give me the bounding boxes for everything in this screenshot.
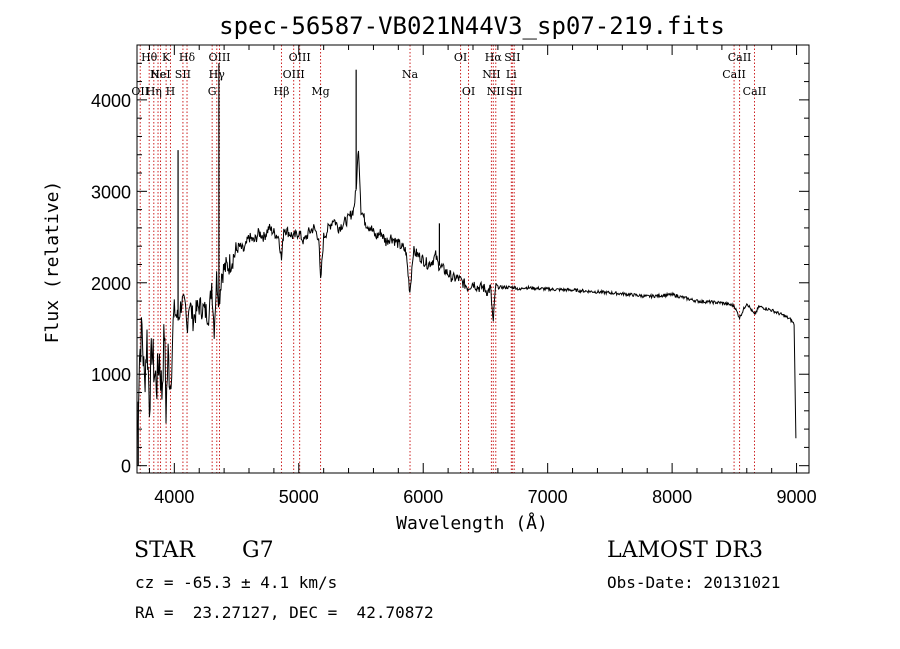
line-label: HeI bbox=[150, 68, 170, 81]
line-label: Hγ bbox=[209, 68, 226, 81]
chart-title: spec-56587-VB021N44V3_sp07-219.fits bbox=[219, 12, 725, 40]
y-axis: 0 1000 2000 3000 4000 bbox=[91, 62, 809, 477]
line-label: G bbox=[208, 85, 217, 98]
line-label: Na bbox=[402, 68, 419, 81]
line-label: OIII bbox=[208, 51, 230, 64]
spectrum-group bbox=[136, 63, 797, 466]
line-label: SII bbox=[506, 85, 522, 98]
x-tick-label: 4000 bbox=[154, 487, 194, 507]
line-label: OIII bbox=[283, 68, 305, 81]
line-label: Ne bbox=[150, 68, 166, 81]
line-label: Li bbox=[506, 68, 517, 81]
line-label: SII bbox=[504, 51, 520, 64]
redshift-cz: cz = -65.3 ± 4.1 km/s bbox=[135, 573, 338, 592]
line-markers bbox=[139, 45, 755, 473]
x-tick-label: 8000 bbox=[652, 487, 692, 507]
y-tick-label: 0 bbox=[121, 457, 131, 477]
line-label: SII bbox=[175, 68, 191, 81]
y-tick-label: 3000 bbox=[91, 182, 131, 202]
observation-date: Obs-Date: 20131021 bbox=[607, 573, 781, 592]
y-tick-label: 4000 bbox=[91, 91, 131, 111]
survey-name: LAMOST DR3 bbox=[607, 538, 763, 563]
x-axis-label: Wavelength (Å) bbox=[396, 512, 548, 534]
line-label: NII bbox=[482, 68, 500, 81]
line-label: K bbox=[162, 51, 171, 64]
x-tick-label: 5000 bbox=[279, 487, 319, 507]
object-class: STAR bbox=[134, 538, 195, 563]
spectrum-line bbox=[136, 150, 797, 448]
line-label: OIII bbox=[289, 51, 311, 64]
line-label: Hθ bbox=[141, 51, 158, 64]
line-label: H bbox=[166, 85, 176, 98]
coordinates: RA = 23.27127, DEC = 42.70872 bbox=[135, 603, 434, 622]
line-label: OII bbox=[131, 85, 149, 98]
x-axis: 4000 5000 6000 7000 8000 9000 bbox=[148, 45, 817, 507]
line-label: OI bbox=[462, 85, 475, 98]
line-label: CaII bbox=[722, 68, 746, 81]
x-tick-label: 7000 bbox=[528, 487, 568, 507]
line-label: CaII bbox=[728, 51, 752, 64]
x-tick-label: 6000 bbox=[403, 487, 443, 507]
line-label: Hβ bbox=[274, 85, 290, 98]
line-label: CaII bbox=[743, 85, 767, 98]
y-axis-label: Flux (relative) bbox=[42, 181, 63, 344]
line-label: Hα bbox=[485, 51, 503, 64]
line-label: NII bbox=[487, 85, 505, 98]
x-tick-label: 9000 bbox=[777, 487, 817, 507]
y-tick-label: 2000 bbox=[91, 274, 131, 294]
line-label: OI bbox=[454, 51, 467, 64]
y-tick-label: 1000 bbox=[91, 365, 131, 385]
line-label: Hδ bbox=[179, 51, 196, 64]
object-subclass: G7 bbox=[242, 538, 274, 563]
line-label: Hη bbox=[146, 85, 162, 98]
plot-frame bbox=[136, 44, 810, 474]
line-label: Mg bbox=[311, 85, 329, 98]
